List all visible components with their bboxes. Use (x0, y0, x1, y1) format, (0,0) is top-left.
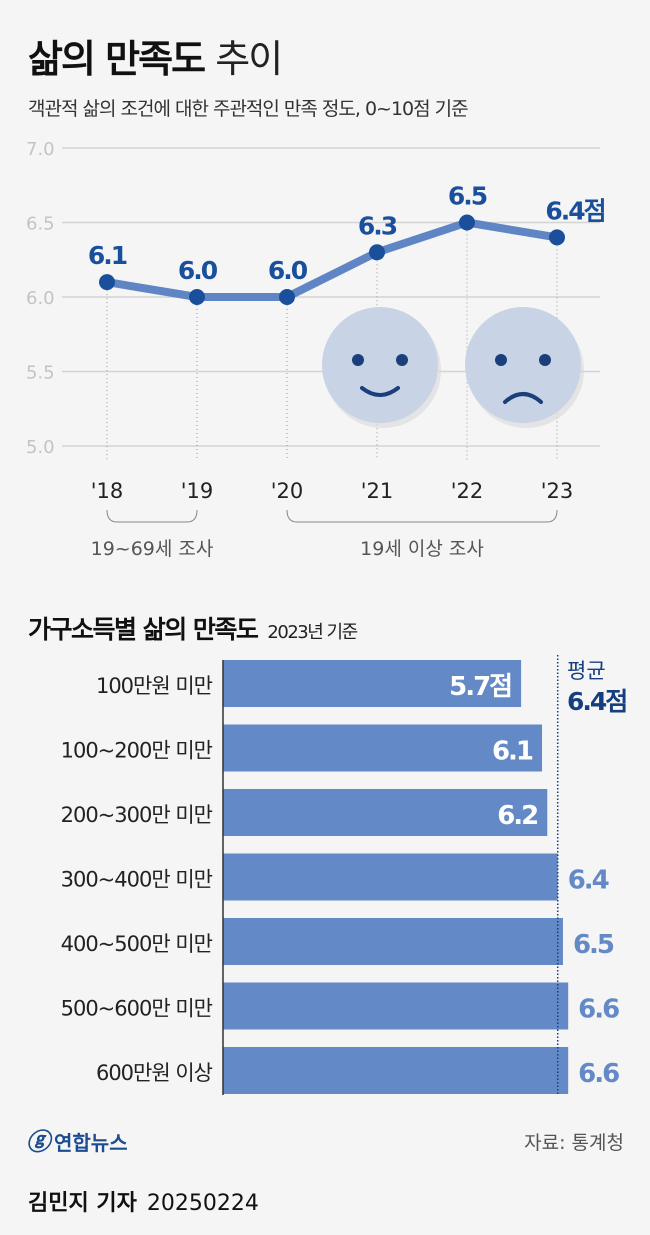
line-chart: 7.0 6.5 6.0 5.5 5.0 6.1 '18 6.0 '19 6.0 '20 6.3 '21 6… (26, 139, 607, 560)
y-tick-label: 5.5 (26, 363, 55, 384)
category-label: 100만원 미만 (96, 674, 213, 698)
x-tick-label: '20 (271, 479, 304, 503)
mouth (503, 392, 543, 404)
category-label: 300~400만 미만 (61, 868, 213, 892)
data-point (189, 289, 205, 305)
category-label: 600만원 이상 (96, 1061, 213, 1085)
data-label: 6.1 (88, 241, 127, 270)
data-label: 6.0 (268, 256, 308, 285)
category-label: 400~500만 미만 (61, 932, 213, 956)
x-tick-label: '22 (451, 479, 484, 503)
bar (223, 660, 522, 707)
x-tick-label: '18 (91, 479, 124, 503)
eye (539, 354, 551, 366)
data-label: 6.5 (448, 182, 487, 211)
category-label: 200~300만 미만 (61, 803, 213, 827)
subtitle: 객관적 삶의 조건에 대한 주관적인 만족 정도, 0~10점 기준 (28, 98, 469, 120)
group-label: 19~69세 조사 (91, 538, 214, 560)
eye (396, 354, 408, 366)
category-label: 500~600만 미만 (61, 997, 213, 1021)
mouth (360, 386, 400, 397)
logo: ⓖ 연합뉴스 (26, 1122, 128, 1157)
average-value: 6.4점 (567, 687, 626, 716)
byline: 김민지 기자 20250224 (28, 1185, 259, 1217)
logo-icon: ⓖ (26, 1128, 50, 1156)
average-label: 평균 (567, 659, 606, 683)
data-label: 6.0 (178, 256, 218, 285)
bar-chart: 100만원 미만 5.7점 100~200만 미만 6.1 200~300만 미만 6.2… (61, 655, 628, 1095)
bar-chart-title: 가구소득별 삶의 만족도 2023년 기준 (28, 610, 358, 646)
smile-face-icon (322, 307, 438, 423)
x-tick-label: '19 (181, 479, 214, 503)
data-label: 6.2 (497, 801, 537, 831)
category-label: 100~200만 미만 (61, 739, 213, 763)
byline-date: 20250224 (146, 1191, 259, 1216)
data-label: 6.4점 (545, 196, 604, 225)
eye (495, 354, 507, 366)
data-label: 6.4 (568, 866, 609, 896)
data-label: 5.7점 (449, 672, 511, 702)
data-label: 6.5 (573, 930, 614, 960)
x-tick-label: '21 (361, 479, 394, 503)
x-tick-label: '23 (541, 479, 574, 503)
bar (223, 724, 543, 772)
y-tick-label: 5.0 (26, 437, 55, 458)
title-bold: 삶의 만족도 (28, 37, 206, 81)
y-tick-label: 6.0 (26, 288, 55, 309)
bar-title: 가구소득별 삶의 만족도 (28, 615, 259, 644)
source: 자료: 통계청 (524, 1132, 624, 1154)
byline-name: 김민지 기자 (28, 1191, 137, 1216)
data-label: 6.6 (578, 995, 619, 1025)
group-bracket (106, 509, 198, 523)
data-label: 6.1 (492, 737, 533, 767)
data-point (369, 244, 385, 261)
data-point (549, 229, 565, 246)
data-point (279, 289, 295, 305)
page-title: 삶의 만족도 추이 (28, 28, 283, 83)
logo-text: 연합뉴스 (54, 1131, 128, 1155)
bar (223, 1047, 569, 1094)
series-line (106, 218, 558, 301)
bar-subtitle: 2023년 기준 (267, 622, 358, 643)
bar (223, 789, 548, 836)
bar (223, 853, 558, 901)
y-tick-label: 7.0 (26, 139, 55, 160)
frown-face-icon (465, 307, 581, 423)
group-bracket (286, 509, 558, 523)
bar (223, 982, 569, 1030)
group-label: 19세 이상 조사 (360, 538, 484, 560)
bar (223, 918, 563, 965)
data-label: 6.6 (578, 1059, 619, 1089)
data-label: 6.3 (358, 211, 397, 240)
data-point (459, 214, 475, 231)
eye (352, 354, 364, 366)
y-tick-label: 6.5 (26, 214, 55, 235)
title-light: 추이 (215, 37, 283, 81)
data-point (99, 274, 115, 291)
